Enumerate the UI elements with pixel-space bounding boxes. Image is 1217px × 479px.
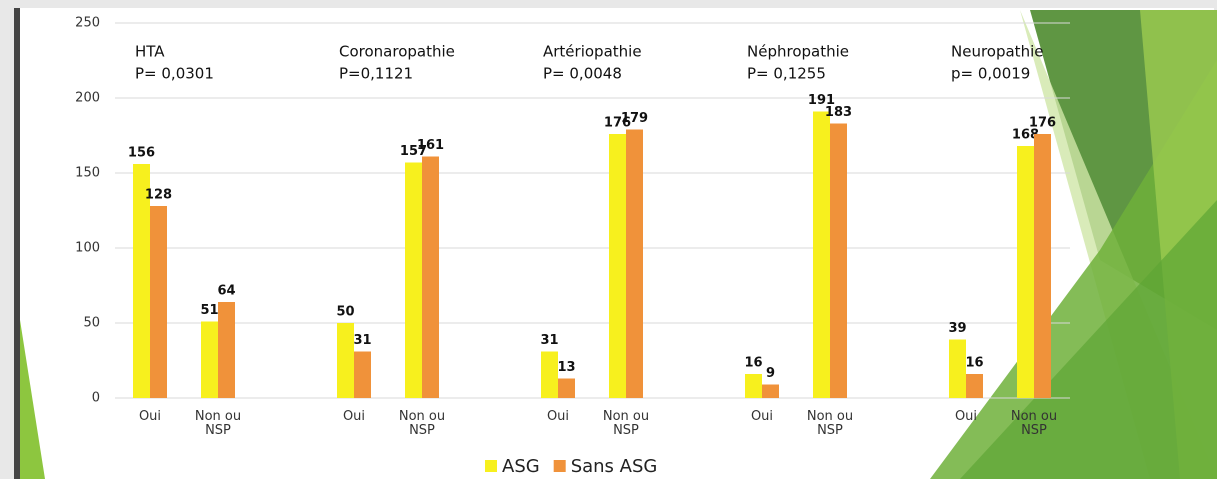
value-label: 16 bbox=[744, 356, 762, 371]
value-label: 183 bbox=[825, 105, 852, 120]
group-label: HTA bbox=[135, 43, 165, 61]
x-tick-label: Oui bbox=[954, 409, 978, 424]
bar bbox=[218, 302, 235, 398]
value-label: 39 bbox=[948, 321, 966, 336]
value-label: 13 bbox=[557, 360, 575, 375]
x-tick-label: Non ou NSP bbox=[398, 409, 446, 438]
value-label: 50 bbox=[336, 305, 354, 320]
bar bbox=[337, 323, 354, 398]
bar bbox=[1017, 146, 1034, 398]
value-label: 51 bbox=[200, 303, 218, 318]
bar bbox=[422, 156, 439, 398]
value-label: 31 bbox=[540, 333, 558, 348]
value-label: 176 bbox=[604, 116, 631, 131]
bar bbox=[133, 164, 150, 398]
p-value: P= 0,1255 bbox=[747, 65, 826, 83]
bar bbox=[966, 374, 983, 398]
bar bbox=[150, 206, 167, 398]
p-value: p= 0,0019 bbox=[951, 65, 1030, 83]
p-value: P= 0,0301 bbox=[135, 65, 214, 83]
y-tick-label: 100 bbox=[75, 241, 100, 256]
value-label: 9 bbox=[766, 366, 775, 381]
value-label: 176 bbox=[1029, 116, 1056, 131]
legend-swatch bbox=[553, 460, 566, 472]
bar bbox=[201, 321, 218, 398]
y-tick-label: 150 bbox=[75, 166, 100, 181]
bar bbox=[354, 351, 371, 398]
legend-swatch bbox=[485, 460, 497, 472]
value-label: 157 bbox=[400, 144, 427, 159]
x-tick-label: Non ou NSP bbox=[194, 409, 242, 438]
p-value: P=0,1121 bbox=[339, 65, 413, 83]
x-tick-label: Oui bbox=[138, 409, 162, 424]
value-label: 156 bbox=[128, 146, 155, 161]
x-tick-label: Non ou NSP bbox=[806, 409, 854, 438]
value-label: 31 bbox=[353, 333, 371, 348]
bar bbox=[813, 111, 830, 398]
bar bbox=[626, 129, 643, 398]
bar bbox=[949, 339, 966, 398]
legend-label: ASG bbox=[502, 456, 540, 477]
bar bbox=[609, 134, 626, 398]
bar bbox=[541, 351, 558, 398]
p-value: P= 0,0048 bbox=[543, 65, 622, 83]
value-label: 128 bbox=[145, 188, 172, 203]
y-tick-label: 250 bbox=[75, 16, 100, 31]
x-tick-label: Non ou NSP bbox=[1010, 409, 1058, 438]
bar bbox=[558, 378, 575, 398]
group-label: Néphropathie bbox=[747, 43, 849, 61]
y-tick-label: 50 bbox=[83, 316, 100, 331]
value-label: 179 bbox=[621, 111, 648, 126]
bar bbox=[762, 384, 779, 398]
slide-edge bbox=[14, 8, 20, 479]
bar bbox=[405, 162, 422, 398]
x-tick-label: Oui bbox=[342, 409, 366, 424]
group-label: Neuropathie bbox=[951, 43, 1043, 61]
y-tick-label: 200 bbox=[75, 91, 100, 106]
y-tick-label: 0 bbox=[92, 391, 100, 406]
x-tick-label: Oui bbox=[750, 409, 774, 424]
x-tick-label: Non ou NSP bbox=[602, 409, 650, 438]
decoration bbox=[20, 320, 45, 479]
decoration bbox=[960, 200, 1217, 479]
bar bbox=[830, 123, 847, 398]
value-label: 168 bbox=[1012, 128, 1039, 143]
bar bbox=[745, 374, 762, 398]
group-label: Coronaropathie bbox=[339, 43, 455, 61]
bar bbox=[1034, 134, 1051, 398]
value-label: 64 bbox=[217, 284, 235, 299]
value-label: 191 bbox=[808, 93, 835, 108]
value-label: 16 bbox=[965, 356, 983, 371]
legend-label: Sans ASG bbox=[571, 456, 658, 477]
group-label: Artériopathie bbox=[543, 43, 642, 61]
x-tick-label: Oui bbox=[546, 409, 570, 424]
value-label: 161 bbox=[417, 138, 444, 153]
